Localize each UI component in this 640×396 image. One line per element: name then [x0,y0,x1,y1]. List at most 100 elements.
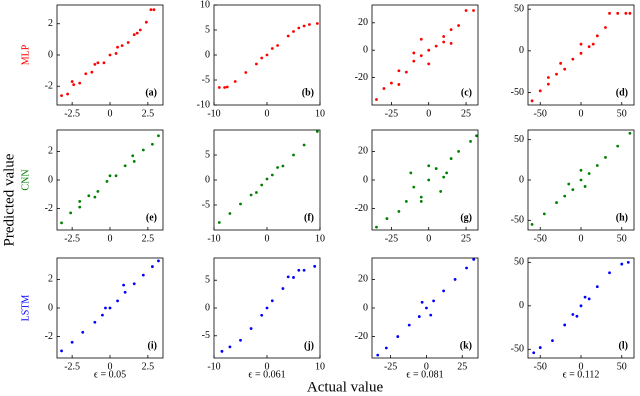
point [579,304,583,308]
panel-label: (c) [461,87,472,98]
x-tick-label: 10 [315,108,325,119]
x-tick-label: -10 [207,233,220,244]
point [116,45,119,49]
point [228,345,232,349]
point [114,174,118,178]
point [239,202,242,206]
y-tick-label: -2 [45,331,53,342]
point [108,306,112,310]
point [465,266,468,270]
x-tick-label: 0 [579,108,584,119]
point [105,180,109,183]
y-tick-label: 10 [200,0,210,10]
point [239,338,242,342]
point [457,150,460,153]
panel-label: (d) [616,87,628,98]
x-tick-label: 0 [426,108,431,119]
point [396,335,400,338]
y-tick-label: -50 [511,344,524,355]
point [217,86,221,89]
y-tick-label: -20 [355,203,368,214]
point [151,265,154,268]
point [409,171,413,175]
y-tick-label: 20 [358,17,368,28]
point [255,62,258,66]
column-label: ϵ = 0.05 [94,369,126,380]
point [276,166,279,169]
point [579,178,583,182]
point [149,8,153,12]
point [397,210,401,213]
point [60,349,63,353]
y-tick-label: 0 [48,302,53,313]
point [628,131,632,135]
x-tick-label: 0 [265,108,270,119]
point [624,11,628,15]
point [457,24,460,27]
point [84,72,88,76]
point [404,200,408,203]
point [427,164,431,168]
point [563,194,567,198]
point [626,260,630,264]
x-tick-label: 50 [617,108,627,119]
point [93,195,97,199]
point [530,99,534,103]
point [604,26,607,29]
y-tick-label: 0 [205,174,210,185]
point [449,157,453,160]
point [276,44,279,47]
y-tick-label: 2 [48,18,53,29]
point [608,11,611,15]
y-tick-label: 0 [48,174,53,185]
y-tick-label: 5 [205,24,210,35]
point [101,313,104,317]
point [407,323,411,327]
point [445,171,449,175]
y-tick-label: -20 [355,72,368,83]
point [270,47,274,50]
point [132,33,136,37]
point [114,52,118,55]
point [120,44,124,48]
point [375,98,378,101]
point [390,81,393,85]
y-axis-title: Predicted value [1,153,17,246]
point [442,175,446,179]
point [434,44,438,48]
y-tick-label: -10 [197,99,210,110]
y-tick-label: -2 [45,81,53,92]
x-tick-label: 0 [108,108,113,119]
y-tick-label: -5 [202,330,210,341]
point [292,153,295,157]
point [472,258,476,261]
point [265,53,269,57]
point [583,185,587,188]
point [412,59,416,63]
point [260,183,264,187]
point [595,164,599,167]
point [102,61,106,65]
point [419,37,423,41]
point [302,143,306,147]
x-tick-label: 50 [617,233,627,244]
panel-label: (a) [145,87,157,98]
y-tick-label: 0 [48,49,53,60]
point [93,320,97,324]
axes-frame [371,4,479,106]
x-tick-label: -50 [534,233,547,244]
panel-label: (h) [616,212,628,223]
y-tick-label: -20 [355,331,368,342]
x-tick-label: 0 [265,361,270,372]
point [583,295,587,299]
point [571,313,575,316]
point [628,11,632,15]
point [138,28,142,32]
point [78,81,82,85]
point [530,222,534,226]
point [449,41,453,45]
point [60,94,63,98]
point [425,306,428,310]
x-tick-label: 2.5 [142,233,155,244]
x-tick-label: -50 [534,361,547,372]
